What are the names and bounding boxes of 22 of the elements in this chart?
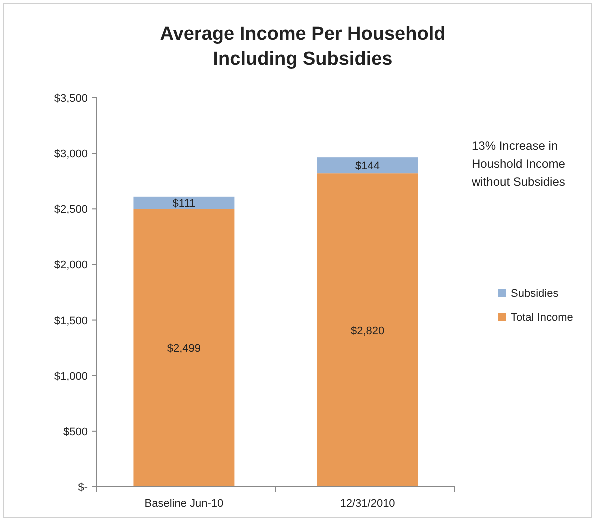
- y-tick-label: $-: [78, 482, 88, 494]
- legend-label: Subsidies: [511, 288, 560, 300]
- y-tick-label: $1,000: [54, 370, 88, 383]
- y-tick-label: $2,500: [54, 204, 88, 216]
- bar: [134, 209, 235, 487]
- legend-label: Total Income: [511, 312, 574, 324]
- y-tick-label: $3,000: [54, 148, 88, 161]
- chart-title: Average Income Per Household Including Subsidies: [160, 24, 446, 70]
- data-label: $144: [356, 160, 380, 173]
- x-tick-label: 12/31/2010: [340, 498, 396, 510]
- y-tick-label: $500: [64, 426, 88, 438]
- bar: [317, 158, 418, 174]
- x-tick-label: Baseline Jun-10: [144, 498, 224, 510]
- y-tick-label: $2,000: [54, 260, 88, 272]
- data-label: $111: [172, 198, 196, 210]
- bar: [134, 196, 235, 210]
- data-label: $2,499: [167, 343, 202, 356]
- y-tick-label: $1,500: [54, 315, 88, 328]
- y-tick-label: $3,500: [54, 93, 88, 105]
- data-label: $2,820: [350, 325, 385, 338]
- text: 13% Increase in Houshold Income without Subsidies: [471, 139, 566, 189]
- bar: [317, 174, 418, 487]
